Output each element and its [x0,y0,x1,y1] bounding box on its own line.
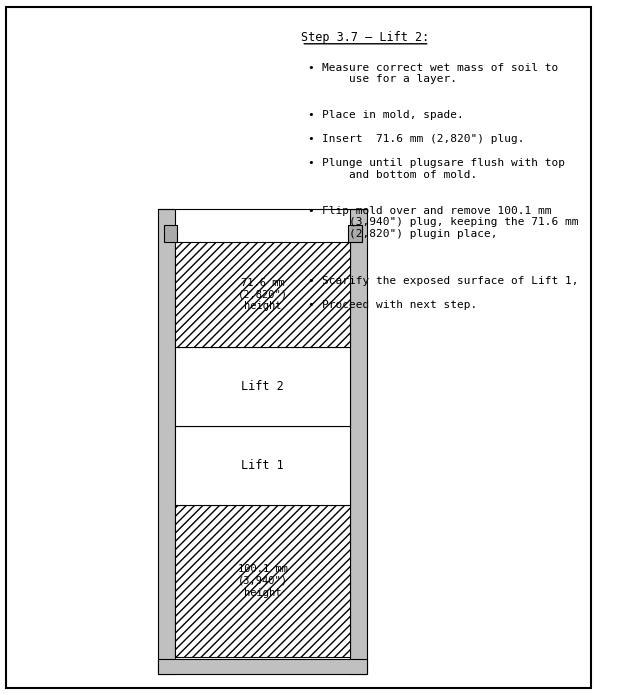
Text: Place in mold, spade.: Place in mold, spade. [322,110,464,120]
Bar [164,224,177,242]
Bar [175,426,350,505]
Text: Proceed with next step.: Proceed with next step. [322,300,477,310]
Bar [158,659,367,674]
Text: •: • [308,206,314,215]
Bar [158,208,175,674]
Text: Flip mold over and remove 100.1 mm
    (3,940") plug, keeping the 71.6 mm
    (2: Flip mold over and remove 100.1 mm (3,94… [322,206,579,239]
Bar [175,242,350,347]
Text: Measure correct wet mass of soil to
    use for a layer.: Measure correct wet mass of soil to use … [322,63,559,84]
Text: 100.1 mm
(3,940")
height: 100.1 mm (3,940") height [238,564,287,598]
Text: •: • [308,63,314,72]
Text: •: • [308,134,314,144]
Text: Plunge until plugsare flush with top
    and bottom of mold.: Plunge until plugsare flush with top and… [322,158,565,180]
Text: Lift 2: Lift 2 [241,380,284,393]
Text: 71.6 mm
(2,820")
height: 71.6 mm (2,820") height [238,278,287,311]
Text: •: • [308,300,314,310]
Bar [350,208,367,674]
Text: •: • [308,276,314,286]
Text: Step 3.7 – Lift 2:: Step 3.7 – Lift 2: [301,31,430,44]
Text: Lift 1: Lift 1 [241,459,284,472]
Bar [175,347,350,426]
Text: •: • [308,110,314,120]
Bar [348,224,362,242]
Text: •: • [308,158,314,168]
Text: Insert  71.6 mm (2,820") plug.: Insert 71.6 mm (2,820") plug. [322,134,525,144]
Bar [175,505,350,657]
Text: Scarify the exposed surface of Lift 1,: Scarify the exposed surface of Lift 1, [322,276,579,286]
